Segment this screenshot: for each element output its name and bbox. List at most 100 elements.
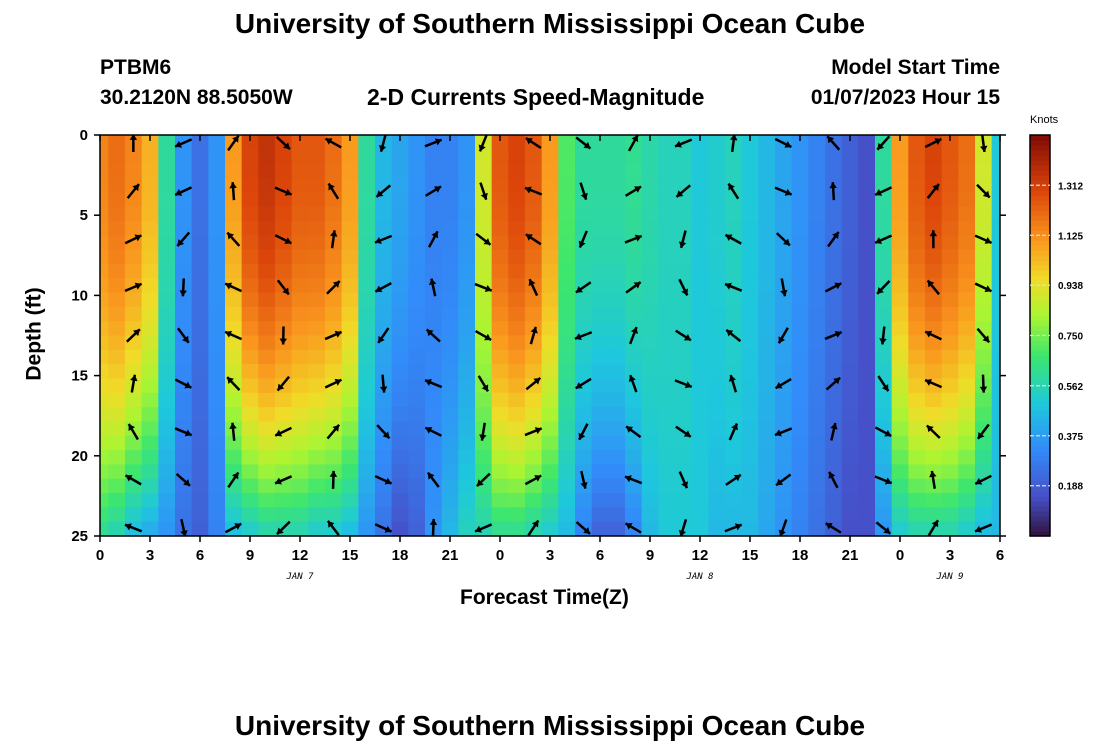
heatmap-cell: [858, 149, 876, 165]
heatmap-cell: [525, 292, 543, 308]
heatmap-cell: [908, 163, 926, 179]
current-arrow-head: [325, 138, 333, 145]
heatmap-cell: [191, 464, 209, 480]
heatmap-cell: [291, 135, 309, 150]
heatmap-cell: [275, 378, 293, 394]
current-arrow-head: [276, 527, 284, 535]
heatmap-cell: [100, 507, 109, 523]
current-arrow-head: [684, 381, 692, 389]
heatmap-cell: [458, 521, 476, 536]
heatmap-cell: [291, 235, 309, 251]
heatmap-cell: [125, 349, 143, 365]
heatmap-cell: [725, 306, 743, 322]
heatmap-cell: [625, 335, 643, 351]
heatmap-cell: [100, 149, 109, 165]
current-arrow-head: [681, 288, 689, 296]
heatmap-cell: [875, 507, 893, 523]
heatmap-cell: [341, 149, 359, 165]
heatmap-cell: [108, 464, 126, 480]
heatmap-cell: [175, 321, 193, 337]
heatmap-cell: [825, 249, 843, 265]
heatmap-cell: [725, 450, 743, 465]
colorbar-segment: [1030, 200, 1050, 206]
heatmap-cell: [725, 335, 743, 351]
heatmap-cell: [991, 378, 1000, 394]
heatmap-cell: [741, 249, 759, 265]
current-arrow-head: [530, 326, 538, 334]
heatmap-cell: [975, 421, 993, 437]
heatmap-cell: [808, 464, 826, 480]
heatmap-cell: [608, 335, 626, 351]
heatmap-cell: [841, 292, 859, 308]
heatmap-cell: [341, 493, 359, 508]
heatmap-cell: [875, 435, 893, 451]
heatmap-cell: [591, 392, 609, 408]
heatmap-cell: [491, 450, 509, 465]
heatmap-cell: [291, 249, 309, 265]
heatmap-cell: [391, 292, 409, 308]
x-tick-label: 9: [646, 547, 654, 564]
current-arrow-head: [832, 231, 839, 239]
heatmap-cell: [591, 206, 609, 222]
heatmap-cell: [158, 521, 176, 536]
heatmap-cell: [208, 206, 226, 222]
heatmap-cell: [891, 450, 909, 465]
heatmap-cell: [791, 163, 809, 179]
heatmap-cell: [441, 206, 459, 222]
heatmap-cell: [125, 306, 143, 322]
heatmap-cell: [858, 521, 876, 536]
heatmap-cell: [725, 435, 743, 451]
current-arrow-head: [580, 482, 588, 489]
heatmap-cell: [825, 263, 843, 279]
heatmap-cell: [825, 464, 843, 480]
heatmap-cell: [741, 263, 759, 279]
heatmap-cell: [775, 507, 793, 523]
heatmap-cell: [608, 235, 626, 251]
current-arrow-head: [525, 138, 533, 145]
heatmap-cell: [125, 407, 143, 423]
heatmap-cell: [991, 235, 1000, 251]
heatmap-cell: [758, 235, 776, 251]
heatmap-cell: [208, 407, 226, 423]
heatmap-cell: [458, 450, 476, 465]
heatmap-cell: [858, 392, 876, 408]
current-arrow-head: [734, 523, 742, 531]
heatmap-cell: [608, 321, 626, 337]
y-tick-label: 20: [71, 448, 88, 465]
colorbar-segment: [1030, 440, 1050, 447]
heatmap-cell: [100, 493, 109, 508]
heatmap-cell: [275, 392, 293, 408]
heatmap-cell: [341, 464, 359, 480]
heatmap-cell: [458, 149, 476, 165]
heatmap-cell: [958, 435, 976, 451]
heatmap-cell: [841, 220, 859, 236]
heatmap-cell: [491, 507, 509, 523]
heatmap-cell: [791, 507, 809, 523]
heatmap-cell: [208, 263, 226, 279]
heatmap-cell: [258, 450, 276, 465]
heatmap-cell: [708, 364, 726, 380]
heatmap-cell: [108, 392, 126, 408]
heatmap-cell: [741, 364, 759, 380]
heatmap-cell: [541, 321, 559, 337]
heatmap-cell: [658, 163, 676, 179]
heatmap-cell: [108, 163, 126, 179]
heatmap-cell: [775, 407, 793, 423]
heatmap-cell: [475, 192, 493, 208]
heatmap-cell: [175, 450, 193, 465]
heatmap-cell: [975, 507, 993, 523]
heatmap-cell: [241, 292, 259, 308]
heatmap-cell: [108, 306, 126, 322]
heatmap-cell: [808, 206, 826, 222]
heatmap-cell: [525, 149, 543, 165]
colorbar-segment: [1030, 430, 1050, 437]
heatmap-cell: [991, 407, 1000, 423]
heatmap-cell: [208, 278, 226, 294]
heatmap-cell: [958, 235, 976, 251]
heatmap-cell: [575, 407, 593, 423]
heatmap-cell: [125, 450, 143, 465]
heatmap-cell: [525, 392, 543, 408]
heatmap-cell: [741, 450, 759, 465]
heatmap-cell: [291, 292, 309, 308]
heatmap-cell: [325, 192, 343, 208]
